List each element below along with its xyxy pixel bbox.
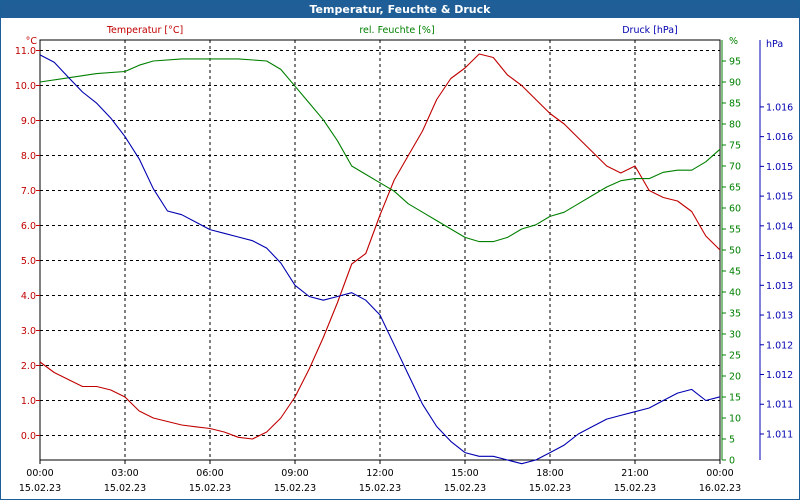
x-tick-label-time: 21:00 <box>621 468 648 479</box>
hum-tick-label: 80 <box>729 120 741 131</box>
x-tick-label-time: 18:00 <box>536 468 563 479</box>
press-tick-label: 1.011 <box>766 429 793 440</box>
temp-tick-label: 9.0 <box>21 116 36 127</box>
x-tick-label-date: 15.02.23 <box>359 483 401 494</box>
hum-tick-label: 75 <box>729 141 741 152</box>
x-tick-label-date: 15.02.23 <box>529 483 571 494</box>
hum-tick-label: 15 <box>729 393 741 404</box>
temp-tick-label: 3.0 <box>21 326 36 337</box>
press-tick-label: 1.014 <box>766 251 793 262</box>
press-tick-label: 1.015 <box>766 162 793 173</box>
hum-tick-label: 55 <box>729 225 741 236</box>
temp-tick-label: 8.0 <box>21 151 36 162</box>
x-tick-label-time: 03:00 <box>111 468 138 479</box>
temp-tick-label: 1.0 <box>21 396 36 407</box>
press-tick-label: 1.014 <box>766 221 793 232</box>
x-tick-label-time: 15:00 <box>451 468 478 479</box>
temp-tick-label: 2.0 <box>21 361 36 372</box>
hum-tick-label: 0 <box>729 456 735 467</box>
press-tick-label: 1.016 <box>766 102 793 113</box>
series-line-press <box>39 54 721 465</box>
press-tick-label: 1.012 <box>766 340 793 351</box>
hum-tick-label: 25 <box>729 351 741 362</box>
x-tick-label-time: 09:00 <box>281 468 308 479</box>
press-tick-label: 1.011 <box>766 400 793 411</box>
x-tick-label-date: 15.02.23 <box>19 483 61 494</box>
hum-tick-label: 85 <box>729 99 741 110</box>
hum-tick-label: 35 <box>729 309 741 320</box>
hum-tick-label: 50 <box>729 246 741 257</box>
hum-tick-label: 65 <box>729 183 741 194</box>
press-tick-label: 1.013 <box>766 311 793 322</box>
hum-tick-label: 30 <box>729 330 741 341</box>
x-tick-label-time: 06:00 <box>196 468 223 479</box>
hum-tick-label: 95 <box>729 57 741 68</box>
temp-tick-label: 7.0 <box>21 186 36 197</box>
series-line-hum <box>39 58 721 243</box>
x-tick-label-time: 12:00 <box>366 468 393 479</box>
temp-tick-label: 6.0 <box>21 221 36 232</box>
series-line-temp <box>39 53 721 440</box>
x-tick-label-date: 15.02.23 <box>614 483 656 494</box>
x-tick-label-date: 16.02.23 <box>699 483 741 494</box>
x-tick-label-date: 15.02.23 <box>104 483 146 494</box>
press-tick-label: 1.013 <box>766 281 793 292</box>
x-tick-label-date: 15.02.23 <box>189 483 231 494</box>
hum-tick-label: 5 <box>729 435 735 446</box>
hum-tick-label: 70 <box>729 162 741 173</box>
press-tick-label: 1.012 <box>766 370 793 381</box>
legend-humidity: rel. Feuchte [%] <box>359 25 434 36</box>
legend-pressure: Druck [hPa] <box>622 25 678 36</box>
press-tick-label: 1.016 <box>766 132 793 143</box>
temp-tick-label: 11.0 <box>15 46 36 57</box>
hum-tick-label: 20 <box>729 372 741 383</box>
x-tick-label-date: 15.02.23 <box>444 483 486 494</box>
hum-tick-label: 45 <box>729 267 741 278</box>
hum-tick-label: 40 <box>729 288 741 299</box>
x-tick-label-time: 00:00 <box>26 468 53 479</box>
temp-tick-label: 0.0 <box>21 431 36 442</box>
hum-tick-label: 10 <box>729 414 741 425</box>
temp-tick-label: 4.0 <box>21 291 36 302</box>
x-tick-label-date: 15.02.23 <box>274 483 316 494</box>
temp-tick-label: 10.0 <box>15 81 36 92</box>
x-tick-label-time: 00:00 <box>706 468 733 479</box>
hum-unit-label: % <box>729 36 738 47</box>
chart-title: Temperatur, Feuchte & Druck <box>1 1 799 18</box>
hum-tick-label: 90 <box>729 78 741 89</box>
legend-temperature: Temperatur [°C] <box>106 25 183 36</box>
press-unit-label: hPa <box>766 39 783 50</box>
temp-tick-label: 5.0 <box>21 256 36 267</box>
temp-unit-label: °C <box>26 36 38 47</box>
press-tick-label: 1.015 <box>766 192 793 203</box>
hum-tick-label: 60 <box>729 204 741 215</box>
